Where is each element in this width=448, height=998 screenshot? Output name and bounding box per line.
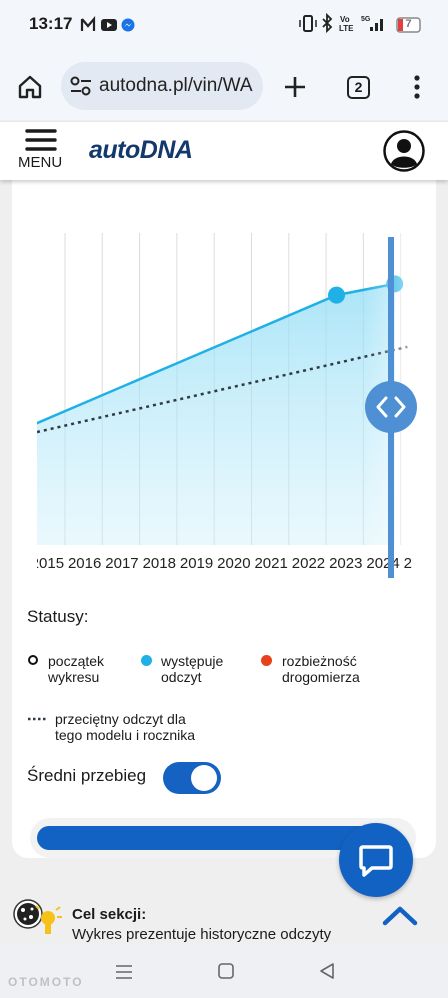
- toggle-label: Średni przebieg: [27, 766, 147, 785]
- statuses-title: Statusy:: [27, 607, 89, 626]
- x-tick-label: 2016: [68, 555, 101, 572]
- hamburger-icon[interactable]: [25, 127, 57, 153]
- average-toggle[interactable]: [163, 762, 221, 794]
- legend-marker: [28, 655, 38, 665]
- x-tick-label: 2025: [404, 555, 437, 572]
- goal-title: Cel sekcji:: [72, 906, 147, 923]
- notification-icons: [80, 16, 135, 32]
- browser-toolbar: autodna.pl/vin/WA 2: [0, 52, 448, 120]
- home-button[interactable]: [17, 74, 43, 100]
- chat-button[interactable]: [339, 823, 413, 897]
- svg-text:Vo: Vo: [340, 15, 350, 24]
- tab-count[interactable]: 2: [347, 76, 370, 99]
- watermark: OTOMOTO: [8, 975, 84, 989]
- legend-label: rozbieżność drogomierza: [282, 653, 360, 685]
- x-tick-label: 2018: [143, 555, 176, 572]
- new-tab-button[interactable]: [284, 76, 306, 98]
- x-tick-label: 2015: [31, 555, 64, 572]
- range-slider[interactable]: [364, 233, 417, 578]
- site-settings-icon[interactable]: [70, 76, 92, 96]
- url[interactable]: autodna.pl/vin/WA: [99, 75, 253, 96]
- clock: 13:17: [29, 14, 73, 33]
- x-tick-label: 2024: [366, 555, 399, 572]
- legend-label: przeciętny odczyt dla tego modelu i rocz…: [55, 711, 196, 743]
- slider-handle[interactable]: [365, 381, 417, 433]
- line: [37, 345, 408, 434]
- reading-point: [19, 419, 36, 436]
- home-nav-button[interactable]: [217, 962, 235, 980]
- slider-handle-icon: [376, 396, 406, 418]
- x-tick-label: 2022: [292, 555, 325, 572]
- account-icon[interactable]: [382, 129, 426, 173]
- system-icons: Vo LTE 5G: [299, 13, 421, 34]
- address-bar[interactable]: autodna.pl/vin/WA: [61, 62, 263, 110]
- browser-menu[interactable]: [412, 74, 422, 100]
- logo[interactable]: autoDNA: [89, 136, 193, 164]
- legend-marker: [261, 655, 272, 666]
- x-tick-label: 2021: [254, 555, 287, 572]
- legend-label: występuje odczyt: [161, 653, 224, 685]
- back-button[interactable]: [318, 962, 336, 980]
- navigation-bar: OTOMOTO: [0, 945, 448, 998]
- svg-text:5G: 5G: [361, 16, 371, 23]
- x-tick-label: 2019: [180, 555, 213, 572]
- status-bar: 13:17 Vo LTE 5G 7: [0, 0, 448, 52]
- area: [37, 283, 395, 545]
- legend-label: początek wykresu: [48, 653, 105, 685]
- battery-level: 7: [405, 18, 412, 30]
- chat-icon: [359, 845, 393, 877]
- x-tick-label: 2023: [329, 555, 362, 572]
- svg-text:LTE: LTE: [339, 24, 354, 33]
- progress-fill: [37, 826, 395, 850]
- x-tick-label: 2017: [105, 555, 138, 572]
- scroll-top-button[interactable]: [382, 904, 418, 926]
- menu-label[interactable]: MENU: [18, 154, 63, 171]
- cookie-and-bulb-icons: [13, 899, 62, 934]
- x-tick-label: 2020: [217, 555, 250, 572]
- recents-button[interactable]: [114, 963, 134, 981]
- site-header: MENU autoDNA: [0, 122, 448, 180]
- reading-point: [328, 286, 346, 304]
- legend-marker: [28, 717, 48, 721]
- legend-marker: [141, 655, 152, 666]
- toggle-knob: [191, 765, 217, 791]
- goal-text: Wykres prezentuje historyczne odczyty: [72, 926, 332, 943]
- mileage-chart: 2015 2016 2017 2018 2019 2020 2021 2022 2023 2024…: [19, 233, 437, 578]
- plot-area: 2015 2016 2017 2018 2019 2020 2021 2022 2023 2024…: [19, 233, 437, 572]
